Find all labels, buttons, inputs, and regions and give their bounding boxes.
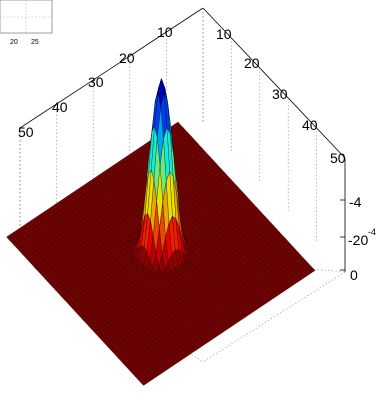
z-tick-label-top: -4: [349, 194, 362, 210]
y-tick-labels: 10 20 30 40 50: [216, 26, 346, 166]
z-tick-exponent: -4: [368, 227, 376, 237]
y-tick-label-40: 40: [302, 117, 318, 133]
inset-tick-label-1: 20: [10, 39, 18, 46]
z-tick-label-mid: -20: [348, 232, 368, 248]
z-tick-label-zero: 0: [350, 267, 358, 283]
x-tick-label-30: 30: [88, 74, 104, 90]
axes-box: [19, 7, 346, 272]
surface-patch: [140, 379, 148, 386]
y-tick-label-50: 50: [330, 150, 346, 166]
axis-edge-y: [202, 7, 346, 159]
surface: [6, 77, 316, 386]
y-tick-label-30: 30: [272, 86, 288, 102]
inset-axes-fragment: 20 25: [0, 0, 53, 46]
axis-edge-x: [19, 7, 204, 129]
y-tick-label-20: 20: [244, 55, 260, 71]
x-tick-label-10: 10: [157, 24, 173, 40]
x-tick-labels: 10 20 30 40 50: [18, 24, 173, 140]
inset-tick-label-2: 25: [31, 39, 39, 46]
x-tick-label-20: 20: [119, 50, 135, 66]
z-tick-labels: -4 -20 0 -4: [340, 194, 376, 283]
x-tick-label-40: 40: [52, 99, 68, 115]
x-tick-label-50: 50: [18, 124, 34, 140]
y-tick-label-10: 10: [216, 26, 232, 42]
